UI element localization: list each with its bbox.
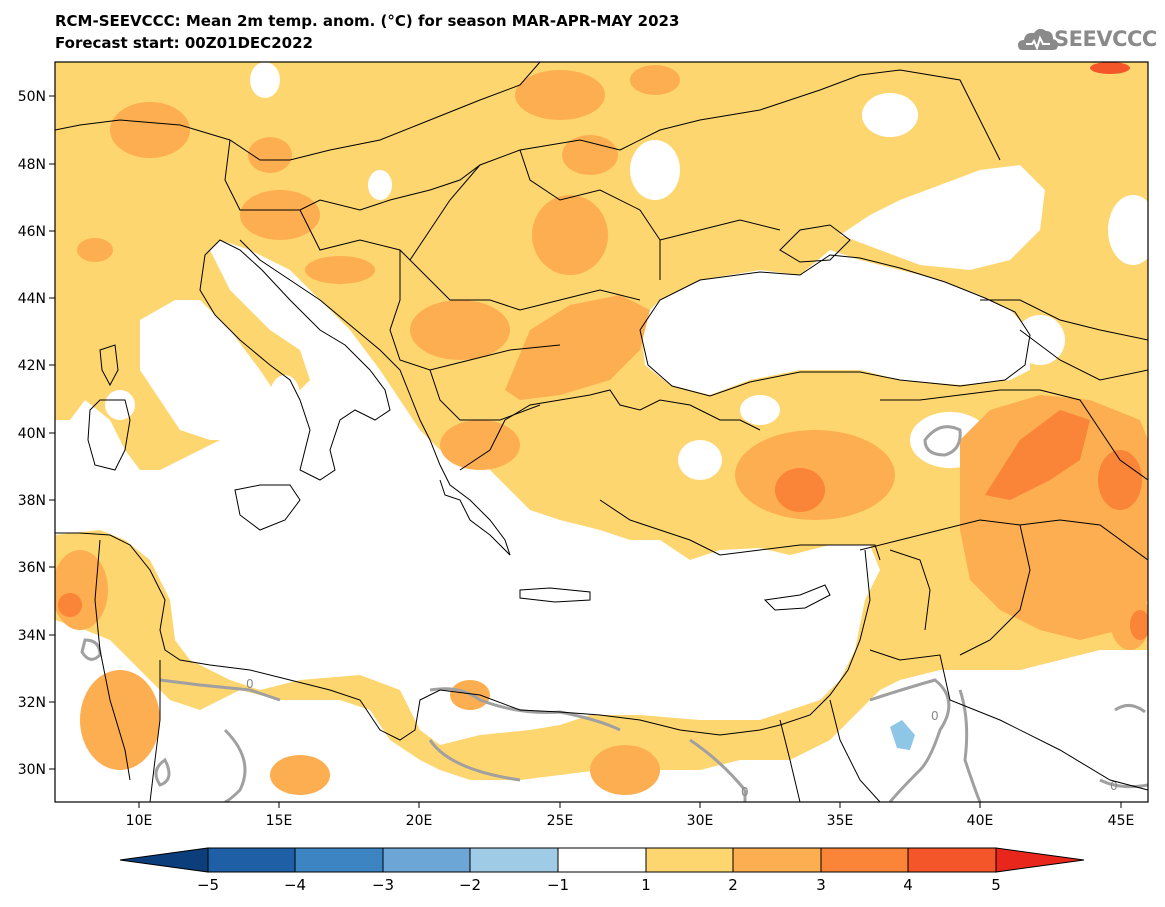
colorbar-segment bbox=[294, 847, 384, 873]
lat-axis: 50N 48N 46N 44N 42N 40N 38N 36N 34N 32N … bbox=[18, 89, 55, 778]
contour-label: 0 bbox=[246, 677, 254, 691]
colorbar bbox=[119, 847, 1085, 873]
white-areas bbox=[55, 62, 1148, 802]
lon-label: 10E bbox=[126, 813, 153, 829]
colorbar-label: −4 bbox=[284, 876, 306, 894]
lon-label: 15E bbox=[266, 813, 293, 829]
anomaly-fill-2-3 bbox=[55, 65, 1148, 795]
colorbar-segment bbox=[820, 847, 909, 873]
colorbar-labels: −5 −4 −3 −2 −1 1 2 3 4 5 bbox=[197, 876, 1001, 894]
colorbar-label: 2 bbox=[728, 876, 738, 894]
lon-label: 35E bbox=[827, 813, 854, 829]
colorbar-label: 5 bbox=[991, 876, 1001, 894]
lat-label: 36N bbox=[18, 560, 46, 576]
lon-label: 20E bbox=[406, 813, 433, 829]
zero-contours bbox=[80, 425, 1148, 802]
colorbar-segment bbox=[207, 847, 296, 873]
anomaly-fill-3-4 bbox=[58, 410, 1148, 640]
lat-label: 42N bbox=[18, 358, 46, 374]
lat-label: 46N bbox=[18, 224, 46, 240]
colorbar-segment bbox=[907, 847, 997, 873]
lon-label: 30E bbox=[687, 813, 714, 829]
lon-label: 40E bbox=[967, 813, 994, 829]
lon-axis: 10E 15E 20E 25E 30E 35E 40E 45E bbox=[126, 802, 1135, 829]
colorbar-arrow-high bbox=[995, 847, 1085, 873]
anomaly-fill-4-5 bbox=[1090, 62, 1130, 74]
colorbar-label: −3 bbox=[372, 876, 394, 894]
colorbar-label: −2 bbox=[459, 876, 481, 894]
colorbar-segment bbox=[557, 847, 647, 873]
colorbar-segment bbox=[382, 847, 471, 873]
anomaly-fill-neg1-neg2 bbox=[890, 720, 915, 750]
coastlines-borders bbox=[55, 62, 1148, 802]
colorbar-label: −1 bbox=[547, 876, 569, 894]
lat-label: 32N bbox=[18, 695, 46, 711]
lat-label: 34N bbox=[18, 628, 46, 644]
lon-label: 25E bbox=[547, 813, 574, 829]
lat-label: 50N bbox=[18, 89, 46, 105]
map-frame bbox=[54, 61, 1149, 803]
map-title: RCM-SEEVCCC: Mean 2m temp. anom. (°C) fo… bbox=[55, 12, 680, 30]
contour-label: 0 bbox=[1110, 779, 1118, 793]
contour-label: 0 bbox=[741, 785, 749, 799]
colorbar-label: −5 bbox=[197, 876, 219, 894]
colorbar-arrow-low bbox=[119, 847, 209, 873]
cloud-icon bbox=[1018, 28, 1058, 51]
colorbar-segment bbox=[469, 847, 559, 873]
colorbar-segment bbox=[645, 847, 734, 873]
colorbar-segment bbox=[732, 847, 822, 873]
lat-label: 40N bbox=[18, 426, 46, 442]
lat-label: 38N bbox=[18, 493, 46, 509]
lat-label: 44N bbox=[18, 291, 46, 307]
colorbar-label: 1 bbox=[641, 876, 651, 894]
contour-label: 0 bbox=[931, 709, 939, 723]
lat-label: 30N bbox=[18, 762, 46, 778]
colorbar-label: 3 bbox=[816, 876, 826, 894]
lat-label: 48N bbox=[18, 157, 46, 173]
lon-label: 45E bbox=[1108, 813, 1135, 829]
forecast-start: Forecast start: 00Z01DEC2022 bbox=[55, 34, 313, 52]
colorbar-label: 4 bbox=[903, 876, 913, 894]
logo-text: SEEVCCC bbox=[1054, 27, 1157, 51]
